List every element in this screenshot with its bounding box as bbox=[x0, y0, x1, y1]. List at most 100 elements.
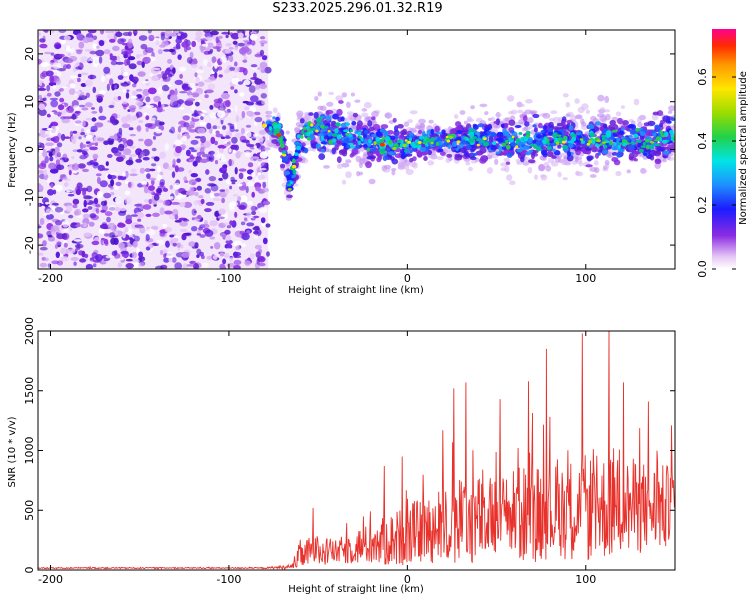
signal-blob bbox=[585, 164, 593, 168]
signal-blob bbox=[320, 135, 324, 141]
noise-speck bbox=[121, 123, 131, 128]
noise-speck bbox=[262, 237, 268, 245]
noise-speck bbox=[175, 189, 179, 196]
noise-speck bbox=[259, 151, 268, 159]
noise-speck bbox=[50, 148, 55, 152]
signal-blob bbox=[630, 142, 637, 145]
noise-speck bbox=[200, 116, 204, 120]
noise-speck bbox=[145, 234, 150, 241]
noise-speck bbox=[74, 243, 84, 249]
noise-speck bbox=[84, 79, 93, 87]
noise-speck bbox=[218, 177, 224, 181]
noise-speck bbox=[188, 94, 193, 98]
noise-speck bbox=[50, 52, 55, 56]
noise-speck bbox=[168, 257, 173, 263]
noise-speck bbox=[183, 201, 193, 208]
signal-blob bbox=[425, 143, 429, 147]
noise-speck bbox=[199, 66, 203, 70]
noise-speck bbox=[191, 104, 196, 112]
signal-blob bbox=[599, 126, 605, 131]
noise-speck bbox=[188, 241, 196, 247]
noise-speck bbox=[55, 44, 62, 49]
noise-speck bbox=[201, 43, 209, 47]
noise-speck bbox=[151, 67, 161, 71]
noise-speck bbox=[206, 122, 212, 130]
signal-blob bbox=[284, 170, 291, 176]
signal-blob bbox=[594, 121, 602, 126]
noise-speck bbox=[206, 255, 212, 260]
x-tick-label: -100 bbox=[216, 272, 241, 285]
signal-track bbox=[262, 91, 675, 201]
noise-speck bbox=[260, 36, 266, 40]
signal-blob bbox=[323, 165, 330, 169]
noise-speck bbox=[214, 140, 219, 146]
noise-speck bbox=[182, 32, 188, 39]
signal-blob bbox=[427, 160, 435, 166]
signal-blob bbox=[317, 133, 324, 137]
noise-speck bbox=[239, 185, 247, 191]
noise-speck bbox=[237, 42, 245, 47]
signal-blob bbox=[523, 115, 528, 123]
noise-speck bbox=[191, 208, 197, 216]
noise-speck bbox=[95, 208, 100, 214]
noise-speck bbox=[98, 115, 107, 121]
noise-speck bbox=[102, 255, 106, 259]
noise-speck bbox=[72, 204, 78, 209]
noise-speck bbox=[128, 56, 136, 61]
noise-speck bbox=[172, 46, 181, 50]
signal-blob bbox=[382, 155, 388, 162]
noise-speck bbox=[144, 199, 149, 203]
noise-speck bbox=[102, 222, 107, 226]
noise-speck bbox=[254, 78, 263, 85]
signal-blob bbox=[427, 154, 435, 159]
signal-blob bbox=[336, 108, 343, 116]
noise-speck bbox=[39, 38, 46, 43]
signal-blob bbox=[363, 101, 372, 109]
noise-speck bbox=[167, 58, 172, 64]
noise-speck bbox=[223, 143, 230, 147]
signal-blob bbox=[387, 130, 394, 135]
signal-blob bbox=[644, 138, 651, 143]
noise-speck bbox=[118, 242, 125, 249]
signal-blob bbox=[317, 116, 323, 120]
signal-blob bbox=[272, 116, 276, 120]
noise-speck bbox=[98, 56, 103, 64]
noise-speck bbox=[209, 105, 214, 110]
noise-speck bbox=[169, 196, 174, 200]
noise-speck bbox=[172, 100, 182, 108]
signal-blob bbox=[454, 155, 463, 161]
noise-speck bbox=[213, 192, 220, 197]
noise-speck bbox=[196, 152, 202, 157]
noise-speck bbox=[83, 195, 92, 200]
noise-speck bbox=[243, 56, 248, 60]
noise-speck bbox=[253, 215, 259, 219]
noise-speck bbox=[82, 168, 89, 173]
noise-speck bbox=[138, 35, 148, 41]
noise-speck bbox=[146, 105, 154, 108]
signal-blob bbox=[430, 137, 436, 142]
noise-speck bbox=[110, 60, 118, 66]
noise-speck bbox=[83, 232, 92, 237]
noise-speck bbox=[45, 70, 54, 77]
noise-speck bbox=[67, 52, 71, 57]
noise-speck bbox=[86, 144, 92, 148]
signal-blob bbox=[339, 149, 347, 154]
x-tick-label: 100 bbox=[575, 573, 596, 586]
noise-speck bbox=[86, 129, 92, 133]
noise-speck bbox=[164, 227, 172, 233]
spectrogram-x-label: Height of straight line (km) bbox=[288, 285, 424, 296]
noise-speck bbox=[204, 89, 214, 94]
signal-blob bbox=[603, 144, 608, 149]
noise-speck bbox=[73, 210, 80, 216]
noise-speck bbox=[163, 257, 170, 263]
signal-blob bbox=[407, 140, 412, 144]
y-tick-label: -10 bbox=[23, 188, 36, 206]
noise-speck bbox=[124, 197, 132, 205]
noise-speck bbox=[46, 84, 51, 92]
signal-blob bbox=[417, 141, 422, 144]
signal-blob bbox=[317, 91, 322, 97]
noise-speck bbox=[179, 167, 184, 171]
noise-speck bbox=[266, 251, 270, 257]
signal-blob bbox=[320, 148, 325, 153]
